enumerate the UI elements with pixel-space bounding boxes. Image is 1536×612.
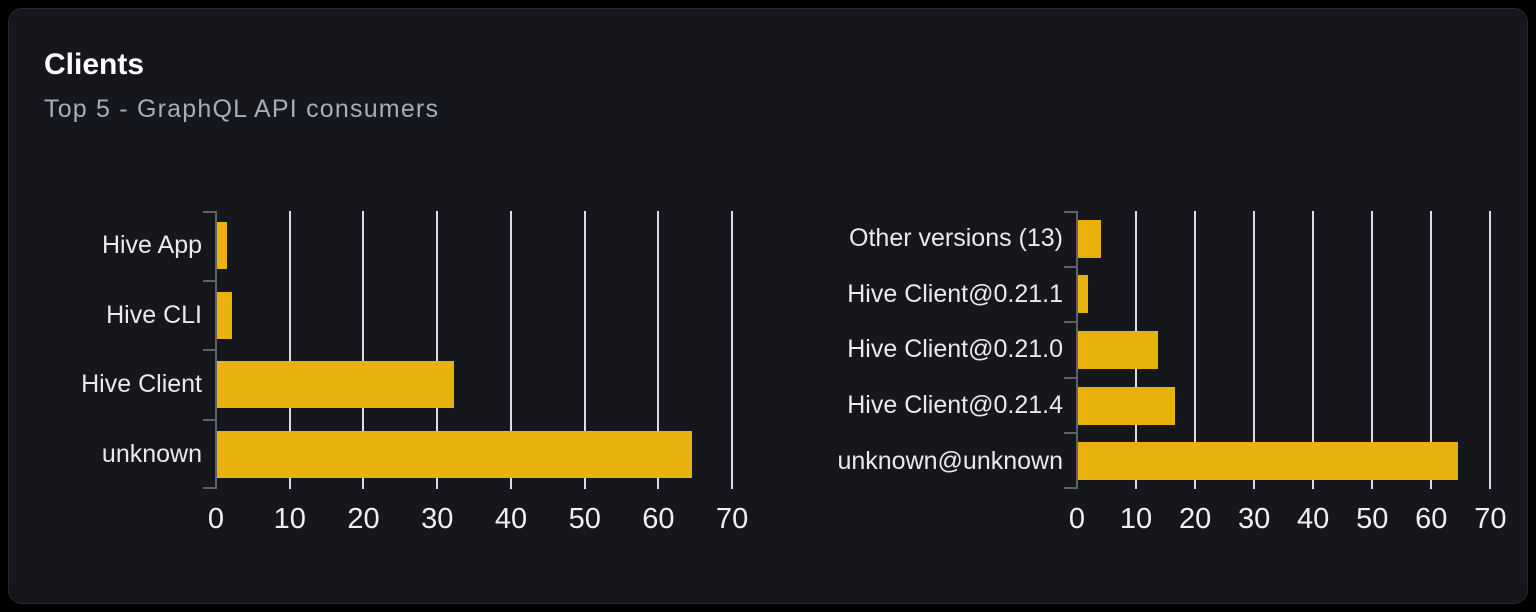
x-tick-label: 40 [1297, 503, 1330, 535]
y-axis-tick [1064, 487, 1077, 489]
card-title: Clients [44, 48, 145, 81]
gridline [509, 211, 512, 489]
bar[interactable] [217, 431, 692, 478]
bar[interactable] [1078, 275, 1089, 313]
bar[interactable] [1078, 331, 1159, 369]
gridline [1194, 211, 1197, 489]
category-axis: Other versions (13) Hive Client@0.21.1 Hiv… [837, 211, 1077, 489]
gridline [288, 211, 291, 489]
category-label: Hive App [101, 231, 202, 260]
gridline [583, 211, 586, 489]
category-label: unknown [101, 439, 202, 468]
category-label: Hive CLI [106, 300, 202, 329]
y-axis-tick [1064, 376, 1077, 379]
gridline [436, 211, 439, 489]
gridline [362, 211, 365, 489]
category-label: Hive Client@0.21.0 [847, 335, 1063, 364]
x-tick-label: 0 [1068, 503, 1086, 535]
category-label: Hive Client@0.21.1 [847, 279, 1063, 308]
bar[interactable] [1078, 442, 1459, 480]
gridline [731, 211, 734, 489]
clients-by-name-chart: Hive App Hive CLI Hive Client unknown 0 10 20 3… [44, 211, 758, 547]
plot-area [203, 211, 758, 489]
x-tick-label: 50 [568, 503, 601, 535]
bar[interactable] [1078, 387, 1175, 425]
gridline [1430, 211, 1433, 489]
y-axis-tick [203, 211, 216, 213]
x-axis: 0 10 20 30 40 50 60 70 [208, 501, 758, 537]
y-axis-line [1076, 211, 1078, 489]
category-label: Hive Client [81, 370, 202, 399]
x-tick-label: 60 [1415, 503, 1448, 535]
x-tick-label: 20 [347, 503, 380, 535]
card-subtitle: Top 5 - GraphQL API consumers [44, 95, 440, 123]
gridline [1489, 211, 1492, 489]
bar[interactable] [217, 361, 454, 408]
plot-area [1064, 211, 1511, 489]
y-axis-tick [1064, 321, 1077, 324]
gridline [1371, 211, 1374, 489]
gridline [657, 211, 660, 489]
bar[interactable] [217, 222, 228, 269]
clients-by-version-chart: Other versions (13) Hive Client@0.21.1 Hiv… [837, 211, 1511, 547]
x-tick-label: 30 [1238, 503, 1271, 535]
category-label: Other versions (13) [849, 224, 1063, 253]
y-axis-tick [203, 279, 216, 282]
y-axis-tick [1064, 432, 1077, 435]
y-axis-tick [203, 487, 216, 489]
plot-column: 0 10 20 30 40 50 60 70 [203, 211, 758, 547]
bar[interactable] [217, 292, 233, 339]
gridline [1253, 211, 1256, 489]
x-tick-label: 10 [1119, 503, 1153, 535]
category-label: unknown@unknown [837, 446, 1063, 475]
x-tick-label: 30 [421, 503, 454, 535]
y-axis-line [215, 211, 217, 489]
x-tick-label: 50 [1356, 503, 1389, 535]
x-tick-label: 0 [207, 503, 225, 535]
y-axis-tick [203, 418, 216, 421]
gridline [1312, 211, 1315, 489]
category-axis: Hive App Hive CLI Hive Client unknown [44, 211, 216, 489]
x-tick-label: 40 [494, 503, 528, 535]
plot-column: 0 10 20 30 40 50 60 70 [1064, 211, 1511, 547]
x-axis: 0 10 20 30 40 50 60 70 [1069, 501, 1511, 537]
x-tick-label: 60 [642, 503, 675, 535]
x-tick-label: 70 [716, 503, 749, 535]
bar[interactable] [1078, 220, 1102, 258]
y-axis-tick [203, 349, 216, 351]
clients-card: Clients Top 5 - GraphQL API consumers Hi… [8, 8, 1528, 604]
y-axis-tick [1064, 265, 1077, 268]
x-tick-label: 20 [1178, 503, 1212, 535]
x-tick-label: 10 [273, 503, 306, 535]
category-label: Hive Client@0.21.4 [847, 391, 1063, 420]
y-axis-tick [1064, 211, 1077, 213]
x-tick-label: 70 [1474, 503, 1507, 535]
